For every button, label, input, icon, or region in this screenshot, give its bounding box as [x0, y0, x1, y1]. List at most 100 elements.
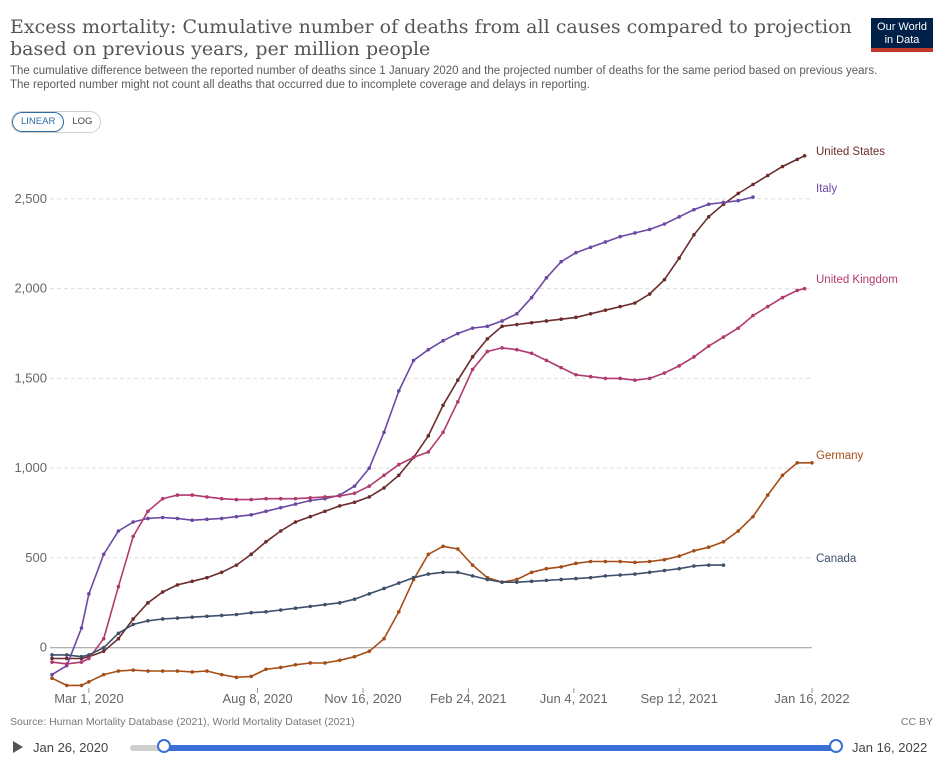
timeline-end-handle[interactable]	[829, 739, 843, 753]
italy-point	[79, 626, 84, 630]
germany-point	[559, 565, 563, 569]
united-states-line[interactable]	[52, 155, 805, 660]
timeline-slider: Jan 26, 2020 Jan 16, 2022	[0, 734, 944, 762]
canada-point	[87, 653, 91, 657]
united-kingdom-point	[116, 584, 121, 589]
germany-point	[574, 561, 578, 566]
italy-point	[50, 672, 54, 677]
timeline-start-handle[interactable]	[157, 739, 171, 753]
united-states-point	[780, 164, 785, 169]
series-united-kingdom[interactable]	[50, 286, 807, 666]
united-kingdom-point	[87, 656, 91, 661]
united-states-label[interactable]: United States	[816, 146, 885, 158]
united-kingdom-point	[706, 344, 711, 348]
canada-point	[323, 602, 327, 607]
united-kingdom-point	[190, 493, 194, 497]
canada-label[interactable]: Canada	[816, 553, 857, 565]
united-states-point	[500, 324, 504, 329]
italy-point	[633, 231, 637, 235]
united-kingdom-point	[175, 493, 180, 497]
united-states-point	[160, 590, 165, 594]
gridlines	[50, 198, 812, 649]
united-kingdom-point	[293, 496, 298, 501]
license-link[interactable]: CC BY	[900, 716, 933, 728]
germany-point	[160, 669, 165, 673]
germany-point	[293, 662, 298, 667]
italy-point	[367, 466, 372, 470]
united-states-point	[692, 232, 696, 237]
canada-line[interactable]	[52, 564, 724, 658]
united-kingdom-point	[751, 313, 755, 318]
united-kingdom-point	[264, 496, 268, 501]
germany-label[interactable]: Germany	[816, 450, 864, 462]
united-kingdom-point	[618, 376, 622, 381]
united-states-point	[116, 636, 121, 641]
play-icon[interactable]	[13, 741, 23, 753]
canada-point	[367, 592, 372, 596]
linear-scale-button[interactable]: LINEAR	[12, 112, 65, 132]
log-scale-button[interactable]: LOG	[72, 116, 93, 127]
united-kingdom-point	[500, 346, 504, 350]
series-united-states[interactable]	[50, 153, 807, 661]
united-kingdom-point	[470, 367, 475, 372]
series-italy[interactable]	[50, 195, 755, 677]
united-states-point	[190, 579, 194, 584]
x-tick-label: Sep 12, 2021	[641, 691, 718, 706]
united-states-point	[485, 337, 490, 341]
united-states-point	[234, 563, 239, 567]
united-kingdom-point	[323, 495, 327, 499]
canada-point	[677, 566, 681, 571]
united-kingdom-point	[278, 496, 283, 501]
germany-point	[175, 669, 180, 673]
series-lines	[50, 153, 814, 688]
scale-toggle: LINEAR LOG	[11, 111, 102, 133]
y-tick-label: 0	[40, 640, 47, 655]
chart-subtitle: The cumulative difference between the re…	[10, 65, 878, 91]
united-kingdom-line[interactable]	[51, 287, 805, 665]
canada-point	[456, 570, 460, 575]
united-kingdom-point	[131, 534, 135, 539]
united-kingdom-point	[205, 495, 209, 499]
timeline-track-inactive[interactable]	[130, 745, 164, 751]
italy-point	[131, 520, 135, 524]
series-canada[interactable]	[50, 563, 726, 659]
canada-point	[293, 606, 298, 611]
united-states-point	[515, 322, 519, 327]
series-germany[interactable]	[50, 460, 814, 688]
canada-point	[64, 653, 69, 657]
united-kingdom-point	[50, 660, 54, 664]
italy-point	[205, 517, 209, 522]
italy-point	[588, 245, 593, 250]
germany-point	[337, 658, 342, 663]
united-kingdom-point	[588, 374, 593, 379]
owid-logo[interactable]: Our World in Data	[871, 18, 933, 52]
united-kingdom-point	[411, 455, 416, 460]
italy-point	[219, 516, 224, 521]
united-states-point	[64, 656, 69, 661]
italy-label[interactable]: Italy	[816, 183, 837, 195]
italy-point	[751, 195, 755, 199]
italy-point	[529, 295, 534, 300]
germany-point	[677, 554, 681, 558]
germany-point	[116, 669, 121, 673]
italy-point	[603, 240, 608, 244]
germany-point	[647, 559, 652, 564]
germany-point	[544, 566, 549, 571]
canada-point	[618, 573, 622, 577]
y-tick-label: 1,000	[14, 460, 47, 475]
united-kingdom-label[interactable]: United Kingdom	[816, 274, 898, 286]
x-tick-label: Feb 24, 2021	[430, 691, 507, 706]
germany-point	[736, 529, 741, 533]
united-kingdom-point	[647, 376, 652, 381]
united-states-point	[382, 486, 386, 490]
united-states-point	[293, 520, 298, 524]
canada-point	[382, 586, 386, 591]
x-axis-ticks: Mar 1, 2020 Aug 8, 2020 Nov 16, 2020 Feb 24…	[54, 688, 850, 706]
germany-point	[810, 460, 814, 465]
timeline-track-active[interactable]	[164, 745, 836, 751]
germany-point	[131, 668, 135, 672]
germany-point	[706, 545, 711, 549]
germany-point	[190, 670, 194, 674]
canada-point	[190, 615, 194, 619]
united-kingdom-point	[426, 450, 431, 454]
